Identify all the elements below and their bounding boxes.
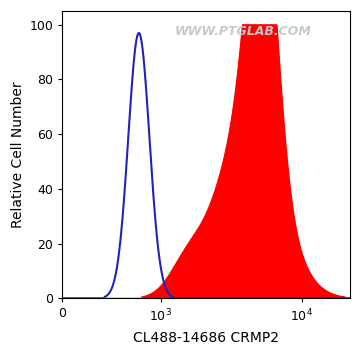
X-axis label: CL488-14686 CRMP2: CL488-14686 CRMP2 (133, 331, 279, 345)
Y-axis label: Relative Cell Number: Relative Cell Number (11, 82, 25, 228)
Text: WWW.PTGLAB.COM: WWW.PTGLAB.COM (175, 26, 312, 38)
